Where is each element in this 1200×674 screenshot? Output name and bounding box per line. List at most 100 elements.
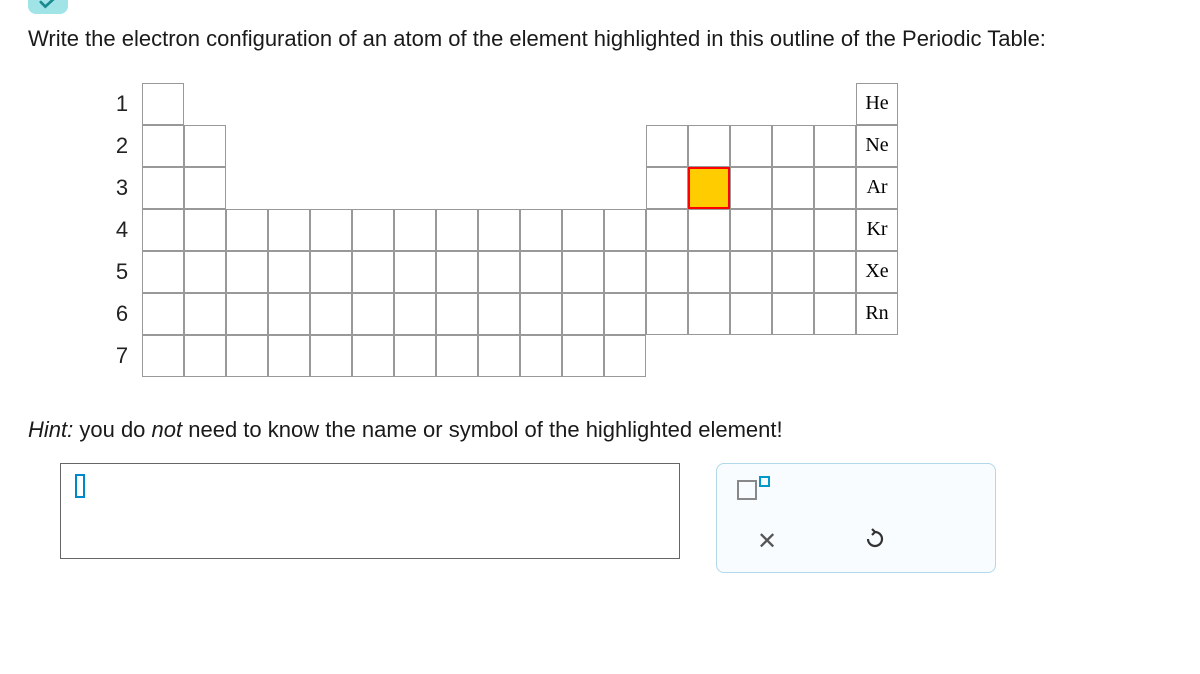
pt-cell	[226, 335, 268, 377]
pt-cell	[142, 125, 184, 167]
pt-cell	[520, 209, 562, 251]
pt-cell	[814, 167, 856, 209]
row-label-7: 7	[108, 343, 136, 369]
pt-cell	[394, 335, 436, 377]
pt-cell	[730, 125, 772, 167]
pt-cell	[352, 209, 394, 251]
pt-cell	[646, 209, 688, 251]
pt-cell	[730, 251, 772, 293]
pt-cell	[226, 209, 268, 251]
pt-cell	[394, 293, 436, 335]
hint-post: need to know the name or symbol of the h…	[182, 417, 782, 442]
pt-cell-noble-5: Xe	[856, 251, 898, 293]
question-text: Write the electron configuration of an a…	[28, 24, 1172, 55]
periodic-table: 1 He 2 Ne 3 Ar	[108, 83, 1172, 377]
pt-cell	[772, 209, 814, 251]
pt-cell	[814, 251, 856, 293]
pt-cell	[142, 83, 184, 125]
undo-icon	[863, 527, 887, 556]
pt-cell-noble-6: Rn	[856, 293, 898, 335]
pt-cell	[814, 209, 856, 251]
pt-cell	[688, 293, 730, 335]
pt-cell	[310, 251, 352, 293]
pt-gap	[226, 125, 646, 167]
pt-cell	[352, 335, 394, 377]
pt-cell	[562, 335, 604, 377]
superscript-button[interactable]	[737, 480, 975, 500]
pt-cell	[268, 209, 310, 251]
pt-cell	[562, 251, 604, 293]
pt-cell	[436, 335, 478, 377]
pt-cell	[142, 251, 184, 293]
undo-button[interactable]	[861, 528, 889, 556]
pt-cell	[142, 293, 184, 335]
pt-cell	[688, 251, 730, 293]
hint-pre: you do	[73, 417, 151, 442]
pt-cell	[478, 251, 520, 293]
pt-cell	[562, 293, 604, 335]
clear-button[interactable]: ✕	[753, 528, 781, 556]
pt-cell-noble-2: Ne	[856, 125, 898, 167]
pt-cell	[688, 209, 730, 251]
text-cursor-icon	[75, 474, 85, 498]
pt-cell	[478, 209, 520, 251]
row-label-5: 5	[108, 259, 136, 285]
pt-cell	[436, 293, 478, 335]
pt-cell	[646, 251, 688, 293]
pt-cell	[646, 293, 688, 335]
pt-cell-highlighted	[688, 167, 730, 209]
pt-cell	[142, 335, 184, 377]
hint-italic: not	[152, 417, 183, 442]
pt-cell	[478, 293, 520, 335]
pt-cell	[730, 167, 772, 209]
pt-cell	[604, 209, 646, 251]
pt-cell	[772, 125, 814, 167]
pt-cell	[142, 167, 184, 209]
row-label-1: 1	[108, 91, 136, 117]
pt-cell	[310, 293, 352, 335]
pt-cell	[814, 125, 856, 167]
pt-cell	[772, 293, 814, 335]
pt-cell	[142, 209, 184, 251]
x-icon: ✕	[757, 527, 777, 556]
pt-cell	[394, 209, 436, 251]
pt-cell	[436, 251, 478, 293]
base-box-icon	[737, 480, 757, 500]
row-label-4: 4	[108, 217, 136, 243]
pt-cell	[268, 251, 310, 293]
hint-label: Hint:	[28, 417, 73, 442]
tool-panel: ✕	[716, 463, 996, 573]
pt-cell	[268, 293, 310, 335]
row-label-2: 2	[108, 133, 136, 159]
answer-input[interactable]	[60, 463, 680, 559]
pt-cell	[604, 293, 646, 335]
pt-cell	[226, 251, 268, 293]
pt-cell-noble-1: He	[856, 83, 898, 125]
hint-text: Hint: you do not need to know the name o…	[28, 417, 1172, 443]
pt-cell-noble-4: Kr	[856, 209, 898, 251]
row-label-3: 3	[108, 175, 136, 201]
pt-cell	[184, 209, 226, 251]
pt-cell	[184, 335, 226, 377]
pt-cell	[814, 293, 856, 335]
pt-gap	[184, 83, 856, 125]
pt-cell	[520, 335, 562, 377]
pt-cell	[352, 251, 394, 293]
pt-cell	[478, 335, 520, 377]
pt-cell	[730, 293, 772, 335]
pt-cell	[352, 293, 394, 335]
pt-cell	[184, 293, 226, 335]
super-box-icon	[759, 476, 770, 487]
pt-cell	[646, 167, 688, 209]
pt-cell	[184, 125, 226, 167]
pt-cell	[520, 293, 562, 335]
pt-cell	[604, 251, 646, 293]
pt-cell-noble-3: Ar	[856, 167, 898, 209]
row-label-6: 6	[108, 301, 136, 327]
pt-cell	[184, 167, 226, 209]
pt-cell	[268, 335, 310, 377]
pt-cell	[604, 335, 646, 377]
pt-cell	[436, 209, 478, 251]
pt-cell	[772, 251, 814, 293]
pt-gap	[226, 167, 646, 209]
